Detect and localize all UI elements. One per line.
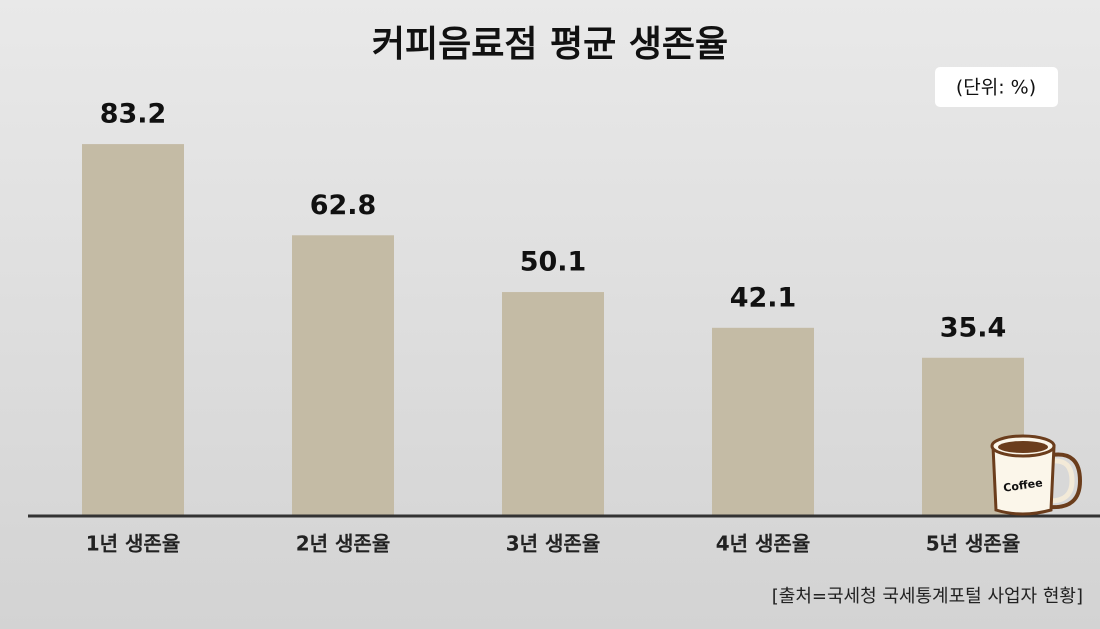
bar [712, 327, 814, 516]
source-note: [출처=국세청 국세통계포털 사업자 현황] [772, 586, 1083, 607]
coffee-mug: Coffee [990, 434, 1083, 516]
x-tick-label: 3년 생존율 [506, 532, 600, 556]
bar [82, 144, 184, 516]
value-label: 83.2 [100, 99, 167, 130]
x-tick-label: 5년 생존율 [926, 532, 1020, 556]
bar [292, 235, 394, 516]
value-label: 50.1 [520, 247, 587, 278]
bar [502, 292, 604, 516]
mug-label: Coffee [1002, 476, 1043, 494]
x-tick-label: 2년 생존율 [296, 532, 390, 556]
x-tick-label: 1년 생존율 [86, 532, 180, 556]
plot-area: 1년 생존율 83.2 2년 생존율 62.8 3년 생존율 50.1 4년 생존율 42.1… [82, 99, 1024, 556]
value-label: 42.1 [730, 282, 797, 313]
x-tick-label: 4년 생존율 [716, 532, 810, 556]
value-label: 35.4 [940, 312, 1007, 343]
value-label: 62.8 [310, 190, 377, 221]
unit-label: (단위: %) [956, 77, 1036, 99]
chart-title: 커피음료점 평균 생존율 [372, 24, 728, 65]
unit-box [935, 67, 1058, 107]
